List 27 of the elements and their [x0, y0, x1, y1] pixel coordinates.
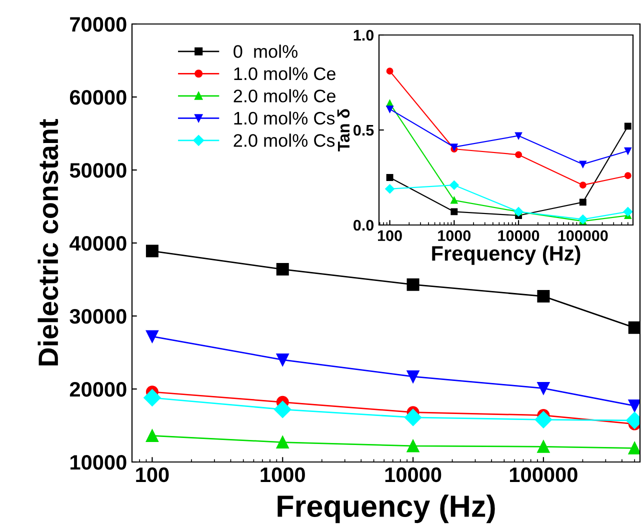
y-tick-label: 70000 — [70, 17, 126, 32]
legend-label: 1.0 mol% Ce — [234, 66, 336, 80]
y-tick-label: 1.0 — [354, 30, 374, 41]
x-tick-label: 100 — [136, 467, 169, 482]
x-tick-label: 10000 — [498, 230, 540, 242]
y-tick-label: 10000 — [70, 455, 126, 470]
y-tick-label: 60000 — [70, 90, 126, 105]
x-tick-label: 100000 — [510, 467, 578, 482]
y-tick-label: 0.0 — [354, 220, 374, 231]
y-tick-label: 40000 — [70, 236, 126, 251]
y-tick-label: 20000 — [70, 382, 126, 397]
y-tick-label: 0.5 — [354, 124, 374, 136]
x-tick-label: 1000 — [438, 230, 471, 242]
y-axis-title: Tan δ — [337, 109, 350, 152]
x-tick-label: 10000 — [385, 467, 442, 482]
x-axis-title: Frequency (Hz) — [432, 245, 580, 265]
y-axis-title: Dielectric constant — [38, 119, 58, 366]
legend-label: 2.0 mol% Cs — [234, 134, 335, 147]
legend-label: 0 mol% — [234, 44, 298, 58]
y-tick-label: 30000 — [70, 309, 126, 324]
x-axis-title: Frequency (Hz) — [278, 494, 495, 524]
legend-label: 1.0 mol% Cs — [234, 111, 335, 125]
y-tick-label: 50000 — [70, 163, 126, 178]
x-tick-label: 100000 — [558, 230, 608, 242]
x-tick-label: 1000 — [260, 467, 305, 482]
x-tick-label: 100 — [378, 230, 402, 242]
legend-label: 2.0 mol% Ce — [234, 89, 336, 102]
